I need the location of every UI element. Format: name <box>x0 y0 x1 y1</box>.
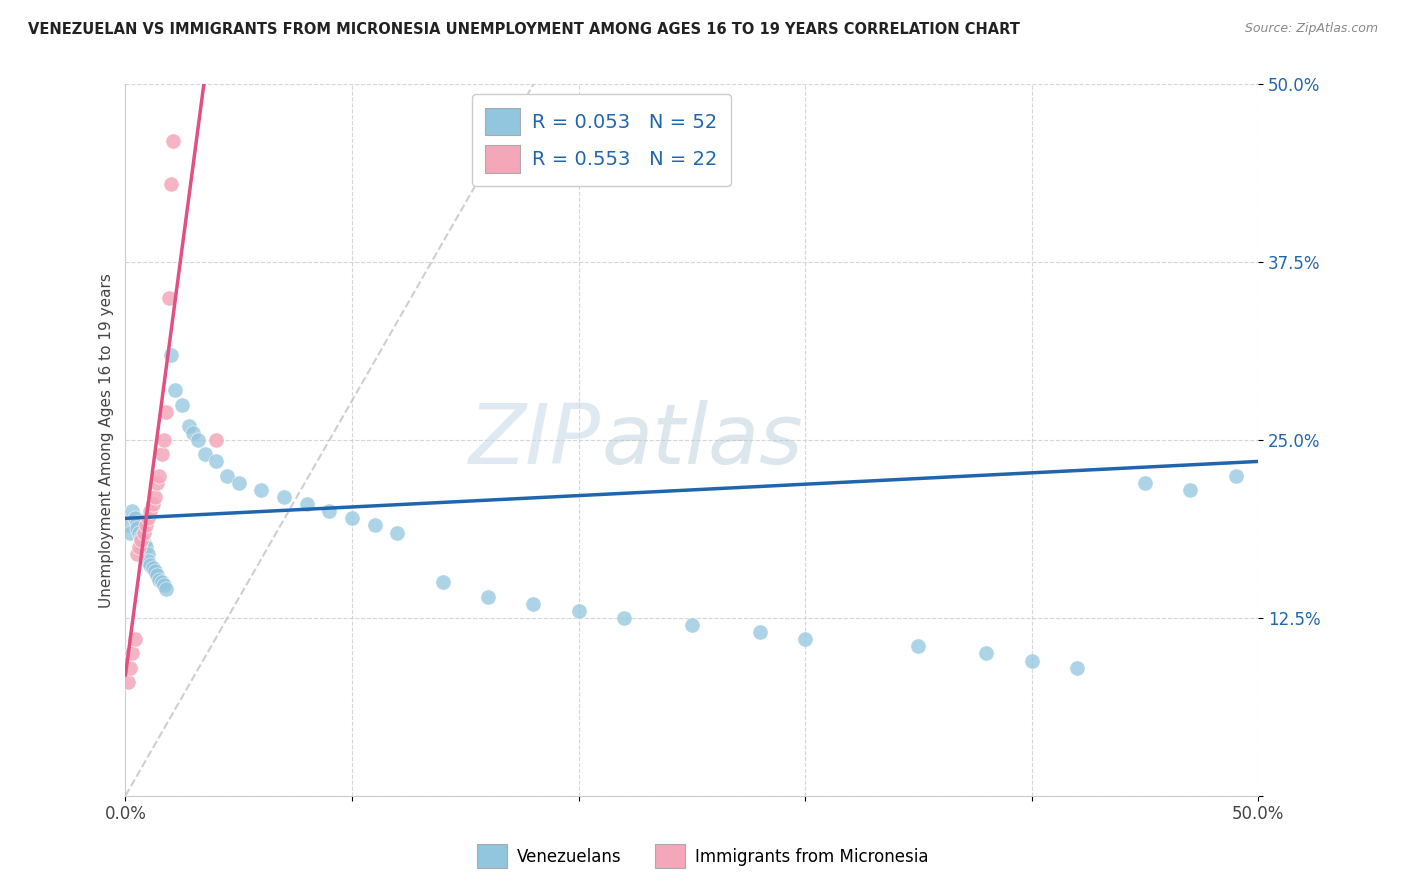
Point <box>217 468 239 483</box>
Point <box>205 454 228 468</box>
Point <box>157 291 180 305</box>
Point <box>1180 483 1202 497</box>
Point <box>131 533 153 547</box>
Point <box>250 483 273 497</box>
Point <box>132 535 155 549</box>
Point <box>136 511 159 525</box>
Point <box>387 525 409 540</box>
Text: Source: ZipAtlas.com: Source: ZipAtlas.com <box>1244 22 1378 36</box>
Point <box>165 384 187 398</box>
Point <box>432 575 454 590</box>
Point <box>295 497 318 511</box>
Point <box>1225 468 1247 483</box>
Point <box>794 632 817 647</box>
Point <box>748 625 770 640</box>
Point <box>139 504 162 518</box>
Point <box>121 504 143 518</box>
Point <box>1133 475 1156 490</box>
Point <box>139 558 162 573</box>
Point <box>148 468 170 483</box>
Point <box>118 661 141 675</box>
Point <box>121 647 143 661</box>
Point <box>194 447 217 461</box>
Point <box>228 475 250 490</box>
Point <box>907 640 929 654</box>
Text: ZIP: ZIP <box>470 400 602 481</box>
Point <box>125 547 148 561</box>
Point <box>153 433 176 447</box>
Point <box>125 521 148 535</box>
Point <box>318 504 340 518</box>
Point <box>613 611 636 625</box>
Point <box>150 575 173 590</box>
Point <box>205 433 228 447</box>
Point <box>136 554 159 568</box>
Text: VENEZUELAN VS IMMIGRANTS FROM MICRONESIA UNEMPLOYMENT AMONG AGES 16 TO 19 YEARS : VENEZUELAN VS IMMIGRANTS FROM MICRONESIA… <box>28 22 1019 37</box>
Legend: R = 0.053   N = 52, R = 0.553   N = 22: R = 0.053 N = 52, R = 0.553 N = 22 <box>471 95 731 186</box>
Point <box>1066 661 1088 675</box>
Point <box>153 578 176 592</box>
Point <box>477 590 499 604</box>
Point <box>340 511 363 525</box>
Point <box>131 530 153 544</box>
Point <box>155 582 177 597</box>
Point <box>142 561 165 575</box>
Point <box>132 525 155 540</box>
Y-axis label: Unemployment Among Ages 16 to 19 years: Unemployment Among Ages 16 to 19 years <box>100 273 114 607</box>
Point <box>976 647 998 661</box>
Point <box>118 525 141 540</box>
Point <box>162 134 184 148</box>
Point <box>159 177 181 191</box>
Point <box>522 597 544 611</box>
Point <box>136 547 159 561</box>
Point <box>568 604 591 618</box>
Point <box>273 490 295 504</box>
Point <box>172 398 194 412</box>
Point <box>148 573 170 587</box>
Point <box>117 675 139 690</box>
Point <box>125 516 148 530</box>
Point <box>1021 654 1043 668</box>
Point <box>128 525 150 540</box>
Point <box>143 490 166 504</box>
Point <box>124 511 146 525</box>
Point <box>135 518 157 533</box>
Point <box>135 540 157 554</box>
Point <box>124 632 146 647</box>
Point <box>128 540 150 554</box>
Legend: Venezuelans, Immigrants from Micronesia: Venezuelans, Immigrants from Micronesia <box>471 838 935 875</box>
Point <box>150 447 173 461</box>
Point <box>187 433 209 447</box>
Point <box>364 518 387 533</box>
Point <box>155 404 177 418</box>
Point <box>183 425 205 440</box>
Point <box>177 418 200 433</box>
Point <box>159 348 181 362</box>
Point <box>143 564 166 578</box>
Point <box>681 618 703 632</box>
Point <box>142 497 165 511</box>
Point <box>146 475 169 490</box>
Point <box>117 518 139 533</box>
Text: atlas: atlas <box>602 400 803 481</box>
Point <box>146 568 169 582</box>
